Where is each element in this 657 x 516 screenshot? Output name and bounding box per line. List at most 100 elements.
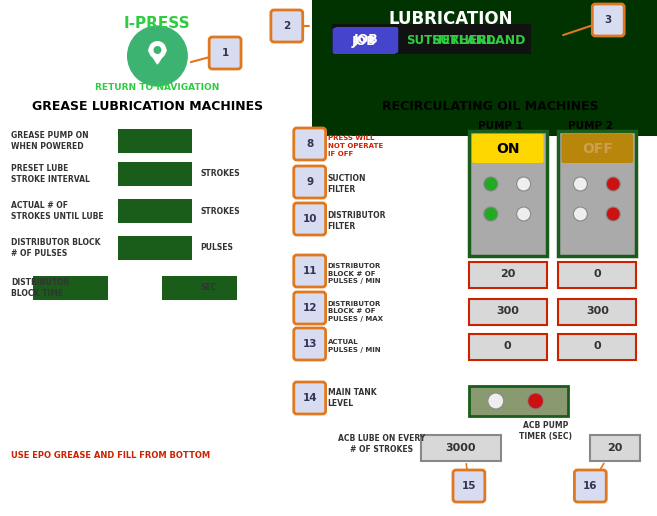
Text: 1: 1 [221, 48, 229, 58]
Text: ACB PUMP
TIMER (SEC): ACB PUMP TIMER (SEC) [519, 421, 572, 441]
Bar [118, 199, 193, 223]
Text: PRESET LUBE
STROKE INTERVAL: PRESET LUBE STROKE INTERVAL [11, 164, 90, 184]
Text: PUMP 2: PUMP 2 [568, 121, 613, 131]
Text: STROKES: STROKES [200, 206, 240, 216]
FancyBboxPatch shape [472, 134, 543, 163]
Text: 300: 300 [496, 306, 519, 316]
Circle shape [606, 207, 620, 221]
Circle shape [516, 207, 531, 221]
Text: USE EPO GREASE AND FILL FROM BOTTOM: USE EPO GREASE AND FILL FROM BOTTOM [11, 452, 210, 460]
Text: 300: 300 [586, 306, 609, 316]
FancyBboxPatch shape [209, 37, 241, 69]
Bar [469, 131, 547, 256]
Text: DISTRIBUTOR
BLOCK # OF
PULSES / MIN: DISTRIBUTOR BLOCK # OF PULSES / MIN [328, 264, 381, 284]
FancyBboxPatch shape [294, 292, 326, 324]
Text: 0: 0 [593, 341, 601, 351]
Text: PULSES: PULSES [200, 244, 233, 252]
FancyBboxPatch shape [453, 470, 485, 502]
Bar [591, 435, 640, 461]
Text: 8: 8 [306, 139, 313, 149]
Text: GREASE LUBRICATION MACHINES: GREASE LUBRICATION MACHINES [32, 100, 263, 112]
Bar [311, 0, 657, 136]
Text: 3000: 3000 [445, 443, 476, 453]
Text: ON: ON [496, 142, 520, 156]
Text: 13: 13 [302, 339, 317, 349]
Text: SUTHERLAND: SUTHERLAND [406, 35, 496, 47]
FancyBboxPatch shape [294, 382, 326, 414]
Circle shape [574, 207, 587, 221]
Bar [118, 236, 193, 260]
Text: 16: 16 [583, 481, 598, 491]
Text: GREASE PUMP ON
WHEN POWERED: GREASE PUMP ON WHEN POWERED [11, 131, 89, 151]
Text: MAIN TANK
LEVEL: MAIN TANK LEVEL [328, 389, 376, 408]
Text: ACTUAL # OF
STROKES UNTIL LUBE: ACTUAL # OF STROKES UNTIL LUBE [11, 201, 104, 221]
Bar [3, 136, 657, 516]
Text: PUMP 1: PUMP 1 [478, 121, 523, 131]
Circle shape [574, 177, 587, 191]
Circle shape [154, 46, 162, 54]
FancyBboxPatch shape [332, 28, 396, 54]
FancyBboxPatch shape [271, 10, 303, 42]
Bar [558, 299, 636, 325]
Bar [469, 386, 568, 416]
Text: 20: 20 [500, 269, 515, 279]
Text: 3: 3 [604, 15, 612, 25]
Text: 15: 15 [462, 481, 476, 491]
Bar [3, 0, 311, 136]
Bar [558, 262, 636, 288]
Text: RETURN TO NAVIGATION: RETURN TO NAVIGATION [95, 84, 219, 92]
FancyBboxPatch shape [334, 27, 398, 53]
Text: RECIRCULATING OIL MACHINES: RECIRCULATING OIL MACHINES [382, 100, 599, 112]
Text: 0: 0 [504, 341, 512, 351]
Text: 9: 9 [306, 177, 313, 187]
Circle shape [528, 393, 543, 409]
Circle shape [606, 177, 620, 191]
Text: 10: 10 [302, 214, 317, 224]
Text: DISTRIBUTOR
BLOCK TIME: DISTRIBUTOR BLOCK TIME [11, 278, 70, 298]
Text: 11: 11 [302, 266, 317, 276]
Bar [162, 276, 237, 300]
FancyBboxPatch shape [574, 470, 606, 502]
Bar [469, 299, 547, 325]
Bar [469, 334, 547, 360]
Text: I-PRESS: I-PRESS [124, 15, 191, 30]
Text: STROKES: STROKES [200, 169, 240, 179]
Text: 2: 2 [283, 21, 290, 31]
Circle shape [488, 393, 504, 409]
Bar [558, 334, 636, 360]
Text: DISTRIBUTOR
FILTER: DISTRIBUTOR FILTER [328, 211, 386, 231]
Circle shape [516, 177, 531, 191]
Bar [421, 435, 501, 461]
Circle shape [148, 41, 166, 59]
Text: DISTRIBUTOR
BLOCK # OF
PULSES / MAX: DISTRIBUTOR BLOCK # OF PULSES / MAX [328, 300, 382, 321]
Bar [469, 262, 547, 288]
Bar [118, 162, 193, 186]
FancyBboxPatch shape [294, 203, 326, 235]
Text: JOB: JOB [352, 35, 377, 47]
Text: 0: 0 [593, 269, 601, 279]
Text: ACB LUBE ON EVERY
# OF STROKES: ACB LUBE ON EVERY # OF STROKES [338, 434, 425, 454]
Bar [558, 131, 636, 256]
Circle shape [484, 207, 498, 221]
Bar [332, 24, 531, 54]
Text: JOB: JOB [354, 34, 379, 46]
Circle shape [484, 177, 498, 191]
Text: DISTRIBUTOR BLOCK
# OF PULSES: DISTRIBUTOR BLOCK # OF PULSES [11, 238, 101, 257]
Text: PRESS WILL
NOT OPERATE
IF OFF: PRESS WILL NOT OPERATE IF OFF [328, 135, 383, 157]
Text: 14: 14 [302, 393, 317, 403]
Text: SUCTION
FILTER: SUCTION FILTER [328, 174, 366, 194]
Text: 20: 20 [608, 443, 623, 453]
Text: ACTUAL
PULSES / MIN: ACTUAL PULSES / MIN [328, 339, 380, 353]
FancyBboxPatch shape [294, 166, 326, 198]
FancyBboxPatch shape [294, 328, 326, 360]
Polygon shape [148, 50, 166, 64]
Text: 12: 12 [302, 303, 317, 313]
FancyBboxPatch shape [294, 255, 326, 287]
FancyBboxPatch shape [562, 134, 633, 163]
Bar [33, 276, 108, 300]
Circle shape [125, 24, 189, 88]
Text: LUBRICATION: LUBRICATION [389, 10, 513, 28]
FancyBboxPatch shape [593, 4, 624, 36]
Bar [118, 129, 193, 153]
Text: OFF: OFF [582, 142, 613, 156]
